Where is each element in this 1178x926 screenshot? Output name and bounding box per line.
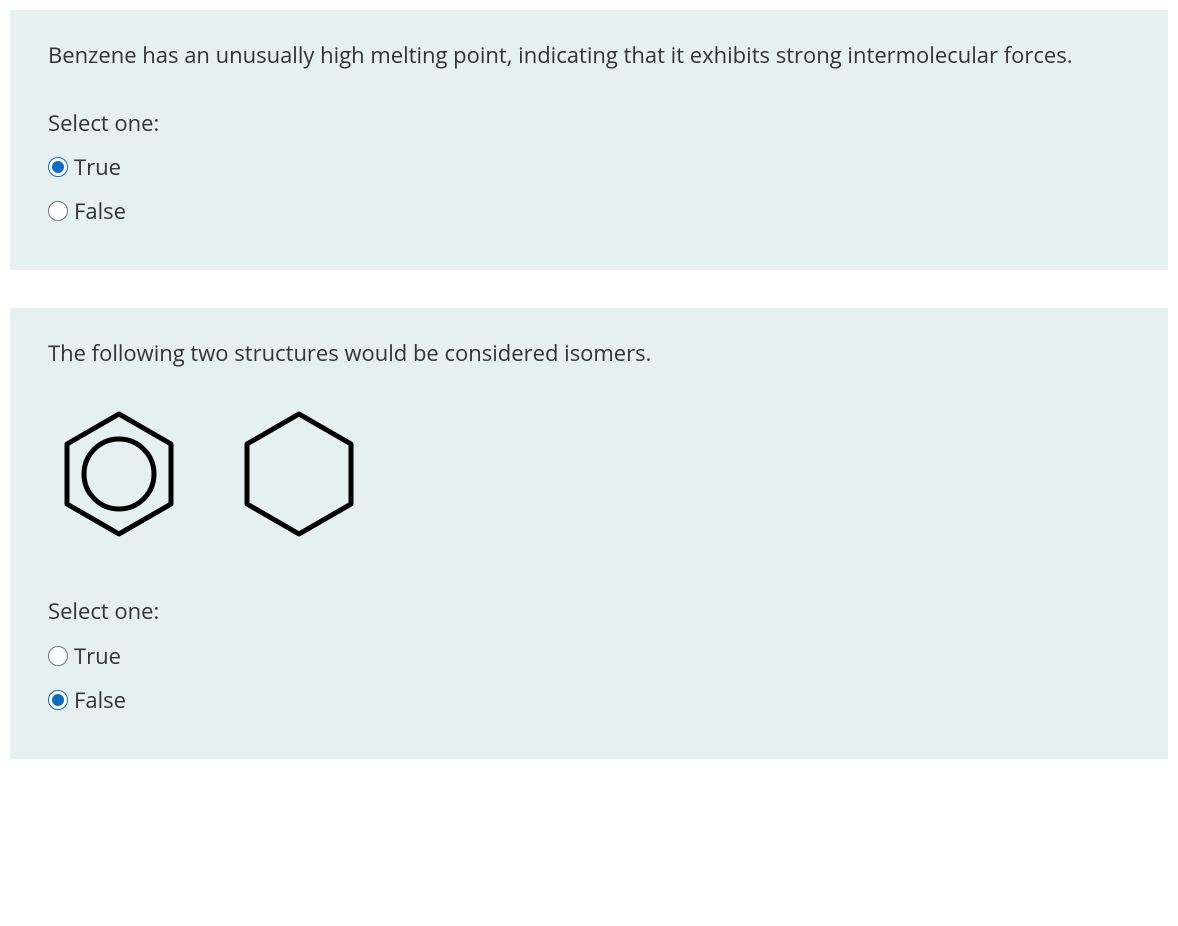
radio-true[interactable] <box>48 157 68 177</box>
select-prompt: Select one: <box>48 106 1130 140</box>
question-text: The following two structures would be co… <box>48 336 1130 370</box>
benzene-ring-icon <box>54 404 184 544</box>
structures-container <box>54 404 1130 544</box>
question-block-2: The following two structures would be co… <box>10 308 1168 758</box>
radio-false[interactable] <box>48 201 68 221</box>
option-label-false[interactable]: False <box>74 683 126 717</box>
option-label-false[interactable]: False <box>74 194 126 228</box>
option-label-true[interactable]: True <box>74 639 121 673</box>
select-prompt: Select one: <box>48 594 1130 628</box>
option-row-true: True <box>48 639 1130 673</box>
option-row-false: False <box>48 194 1130 228</box>
option-row-false: False <box>48 683 1130 717</box>
question-block-1: Benzene has an unusually high melting po… <box>10 10 1168 270</box>
radio-false[interactable] <box>48 690 68 710</box>
option-row-true: True <box>48 150 1130 184</box>
option-label-true[interactable]: True <box>74 150 121 184</box>
radio-true[interactable] <box>48 646 68 666</box>
cyclohexane-icon <box>234 404 364 544</box>
question-text: Benzene has an unusually high melting po… <box>48 38 1130 72</box>
